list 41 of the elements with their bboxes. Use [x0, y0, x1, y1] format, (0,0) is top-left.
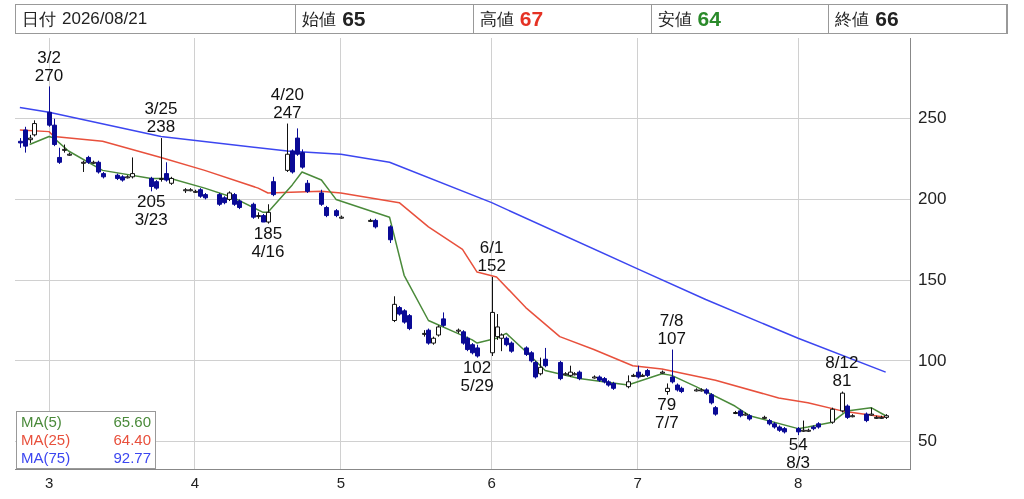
- annotation: 152: [477, 256, 506, 276]
- annotation: 92.77: [113, 449, 151, 467]
- annotation: 79: [657, 394, 677, 414]
- annotation: 65.60: [113, 413, 151, 431]
- y-tick-label: 100: [918, 350, 947, 370]
- annotation: 7/7: [654, 412, 679, 432]
- annotation: 247: [273, 102, 302, 122]
- annotation: 6/1: [479, 238, 504, 258]
- x-tick-label: 8: [793, 474, 803, 492]
- x-tick-label: 7: [633, 474, 642, 492]
- x-tick-label: 4: [190, 474, 200, 492]
- annotation: 238: [146, 117, 176, 137]
- text: 日付 2026/08/21 始値 65 高値 67 安値 64 終値 66: [22, 7, 899, 30]
- annotation: 185: [253, 223, 283, 243]
- candlestick: [164, 161, 169, 183]
- text: MA(5): [21, 413, 62, 431]
- annotation: 4/16: [251, 241, 285, 261]
- annotation: 107: [657, 328, 686, 348]
- annotation: 3/2: [37, 47, 61, 67]
- annotation: 8/12: [825, 352, 859, 372]
- annotation: 8/3: [786, 453, 810, 473]
- annotation: 64.40: [113, 431, 151, 449]
- x-tick-label: 5: [336, 474, 346, 492]
- annotation: 205: [137, 191, 166, 211]
- annotation: 5/29: [460, 375, 494, 395]
- annotation: 102: [462, 357, 492, 377]
- annotation: 4/20: [270, 84, 304, 104]
- y-tick-label: 50: [918, 431, 937, 451]
- annotation: 81: [832, 370, 852, 390]
- annotation: 3/25: [144, 99, 178, 119]
- x-tick-label: 6: [487, 474, 496, 492]
- y-tick-label: 250: [918, 108, 947, 128]
- x-tick-label: 3: [44, 474, 54, 492]
- annotation: 3/23: [134, 209, 168, 229]
- text: MA(25): [21, 431, 71, 449]
- annotation: 7/8: [659, 310, 684, 330]
- y-tick-label: 200: [918, 189, 947, 209]
- annotation: 54: [788, 435, 808, 455]
- text: MA(75): [21, 449, 71, 467]
- annotation: 270: [34, 65, 64, 85]
- y-tick-label: 150: [918, 269, 947, 289]
